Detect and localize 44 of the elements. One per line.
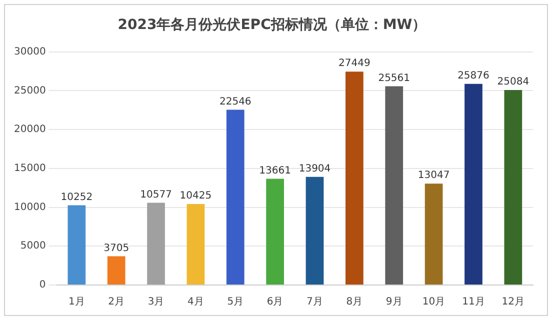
data-label: 10425	[180, 190, 212, 202]
data-label: 25876	[458, 70, 490, 82]
y-tick-label: 0	[39, 280, 46, 291]
data-label: 25084	[497, 76, 530, 88]
bar	[346, 72, 364, 284]
data-label: 25561	[378, 72, 410, 84]
bar	[147, 202, 165, 284]
x-tick-label: 11月	[462, 296, 485, 308]
chart-title: 2023年各月份光伏EPC招标情况（单位：MW）	[118, 17, 426, 34]
x-tick-label: 4月	[188, 296, 204, 308]
data-label: 13904	[298, 164, 331, 175]
x-tick-label: 1月	[68, 296, 85, 308]
x-tick-label: 2月	[108, 296, 125, 308]
bar	[226, 110, 244, 284]
bar	[504, 90, 522, 284]
data-label: 10252	[60, 192, 93, 203]
bar	[424, 184, 443, 284]
data-label: 13047	[418, 170, 450, 182]
x-tick-label: 10月	[422, 296, 446, 308]
y-tick-label: 10000	[14, 202, 46, 213]
y-tick-label: 5000	[20, 240, 46, 252]
y-tick-label: 15000	[14, 162, 46, 174]
data-label: 3705	[104, 242, 130, 254]
x-tick-label: 7月	[306, 296, 323, 308]
data-label: 27449	[338, 58, 370, 70]
bar	[306, 176, 324, 284]
bar	[464, 84, 482, 284]
x-tick-label: 6月	[266, 296, 284, 308]
x-tick-label: 5月	[227, 296, 244, 308]
bar	[385, 86, 404, 284]
bar	[68, 205, 86, 284]
data-label: 22546	[219, 96, 252, 108]
x-tick-label: 9月	[386, 296, 402, 308]
data-label: 10577	[140, 189, 172, 200]
x-tick-label: 12月	[502, 296, 525, 308]
bar	[186, 204, 205, 284]
y-tick-label: 30000	[14, 46, 46, 58]
data-label: 13661	[259, 165, 291, 176]
x-tick-label: 8月	[346, 296, 363, 308]
bar	[107, 256, 126, 284]
y-tick-label: 20000	[14, 124, 46, 136]
y-tick-label: 25000	[14, 85, 46, 96]
x-tick-label: 3月	[148, 296, 164, 308]
bar	[266, 178, 284, 284]
